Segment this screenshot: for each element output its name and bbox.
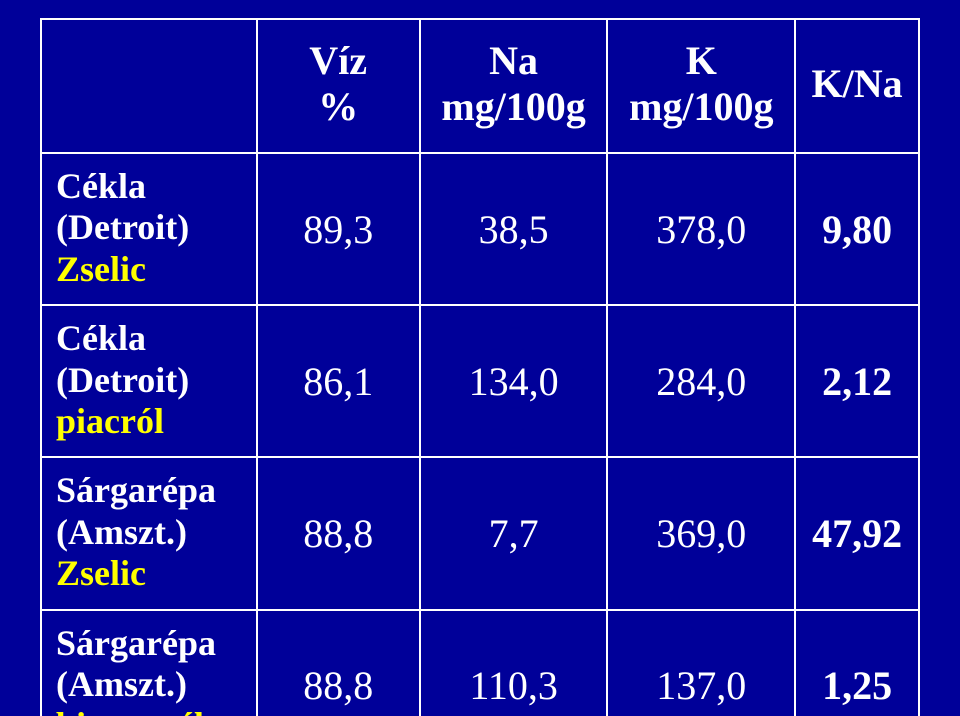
table-row: Sárgarépa (Amszt.) Zselic 88,8 7,7 369,0… xyxy=(41,457,919,609)
cell-k: 378,0 xyxy=(607,153,795,305)
header-kna-text: K/Na xyxy=(812,61,903,106)
row-label-line3: Zselic xyxy=(56,249,248,290)
row-label-line1: Sárgarépa xyxy=(56,623,248,664)
cell-na: 7,7 xyxy=(420,457,608,609)
row-label-line1: Sárgarépa xyxy=(56,470,248,511)
table-row: Cékla (Detroit) piacról 86,1 134,0 284,0… xyxy=(41,305,919,457)
cell-na: 110,3 xyxy=(420,610,608,716)
header-k-line1: K xyxy=(686,38,717,83)
header-na-line1: Na xyxy=(489,38,538,83)
header-viz: Víz % xyxy=(257,19,420,153)
header-kna: K/Na xyxy=(795,19,919,153)
table-row: Sárgarépa (Amszt.) biotermék 88,8 110,3 … xyxy=(41,610,919,716)
row-label-line3: Zselic xyxy=(56,553,248,594)
row-label-line2: (Detroit) xyxy=(56,360,248,401)
table-row: Cékla (Detroit) Zselic 89,3 38,5 378,0 9… xyxy=(41,153,919,305)
header-na-line2: mg/100g xyxy=(441,84,585,129)
row-label-line3: biotermék xyxy=(56,705,248,716)
cell-viz: 88,8 xyxy=(257,457,420,609)
row-label: Cékla (Detroit) Zselic xyxy=(41,153,257,305)
cell-k: 284,0 xyxy=(607,305,795,457)
header-empty xyxy=(41,19,257,153)
row-label-line3: piacról xyxy=(56,401,248,442)
cell-kna: 47,92 xyxy=(795,457,919,609)
cell-viz: 88,8 xyxy=(257,610,420,716)
row-label-line2: (Amszt.) xyxy=(56,664,248,705)
data-table: Víz % Na mg/100g K mg/100g K/Na Cékla (D… xyxy=(40,18,920,716)
row-label-line2: (Amszt.) xyxy=(56,512,248,553)
cell-na: 134,0 xyxy=(420,305,608,457)
header-na: Na mg/100g xyxy=(420,19,608,153)
cell-kna: 2,12 xyxy=(795,305,919,457)
header-k-line2: mg/100g xyxy=(629,84,773,129)
row-label-line1: Cékla xyxy=(56,166,248,207)
cell-kna: 9,80 xyxy=(795,153,919,305)
cell-viz: 86,1 xyxy=(257,305,420,457)
header-k: K mg/100g xyxy=(607,19,795,153)
row-label: Cékla (Detroit) piacról xyxy=(41,305,257,457)
cell-viz: 89,3 xyxy=(257,153,420,305)
row-label: Sárgarépa (Amszt.) biotermék xyxy=(41,610,257,716)
row-label-line2: (Detroit) xyxy=(56,207,248,248)
header-row: Víz % Na mg/100g K mg/100g K/Na xyxy=(41,19,919,153)
table-body: Cékla (Detroit) Zselic 89,3 38,5 378,0 9… xyxy=(41,153,919,716)
header-viz-line1: Víz xyxy=(309,38,367,83)
header-viz-line2: % xyxy=(318,84,358,129)
row-label: Sárgarépa (Amszt.) Zselic xyxy=(41,457,257,609)
cell-kna: 1,25 xyxy=(795,610,919,716)
row-label-line1: Cékla xyxy=(56,318,248,359)
cell-k: 137,0 xyxy=(607,610,795,716)
cell-na: 38,5 xyxy=(420,153,608,305)
cell-k: 369,0 xyxy=(607,457,795,609)
